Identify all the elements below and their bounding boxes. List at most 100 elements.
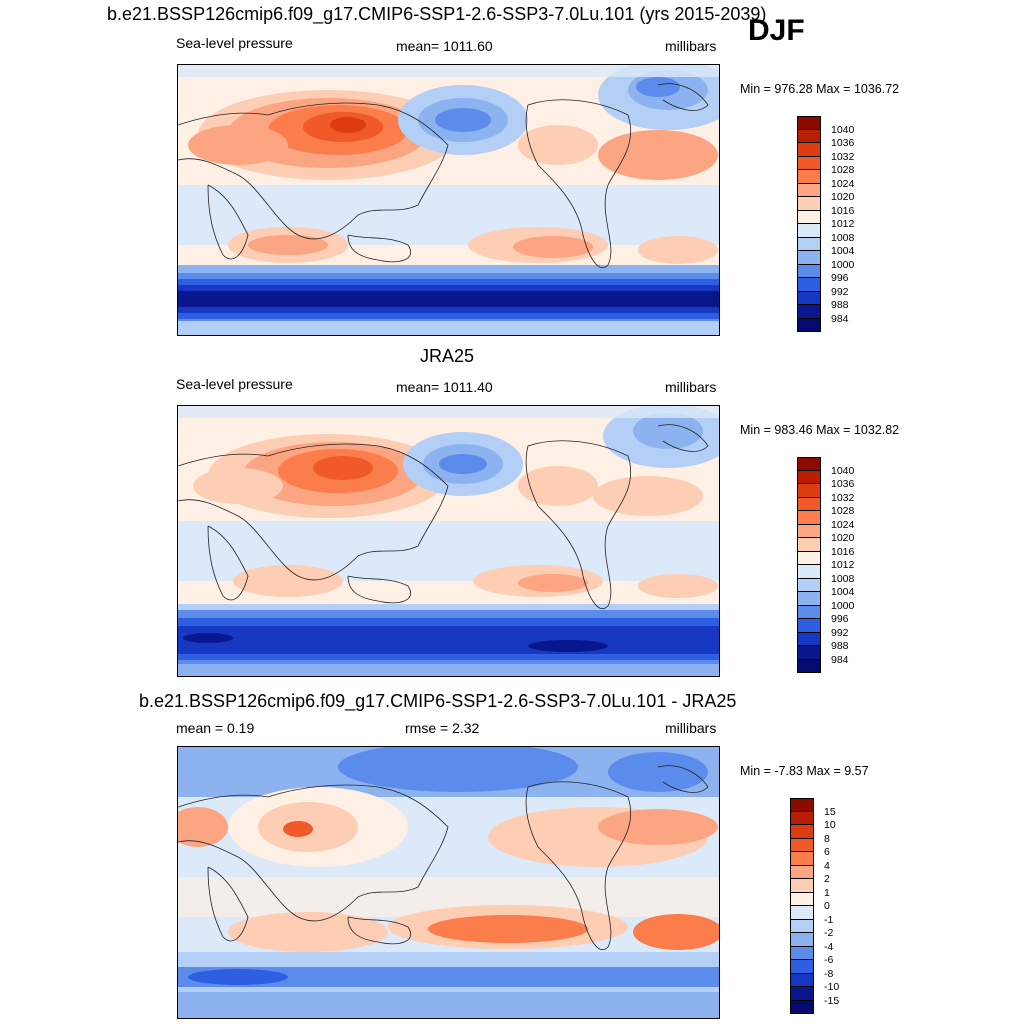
cb3-label: 1 bbox=[824, 886, 830, 899]
cb1-label: 1008 bbox=[831, 231, 855, 244]
cb1-label: 992 bbox=[831, 285, 849, 298]
cb3-label: -6 bbox=[824, 954, 834, 966]
cb1-swatch bbox=[797, 170, 821, 184]
cb1-label: 1028 bbox=[831, 164, 855, 176]
panel2-title: JRA25 bbox=[420, 346, 475, 366]
cb2-swatch bbox=[797, 592, 821, 606]
cb1-label: 1016 bbox=[831, 204, 855, 217]
cb2-swatch bbox=[797, 565, 821, 579]
cb2-swatch bbox=[797, 659, 821, 673]
panel1-minmax: Min = 976.28 Max = 1036.72 bbox=[740, 82, 900, 96]
cb3-swatch bbox=[790, 798, 814, 812]
cb1-swatch bbox=[797, 278, 821, 292]
cb3-label: 0 bbox=[824, 900, 830, 912]
cb2-label: 1040 bbox=[831, 464, 855, 477]
cb3-swatch bbox=[790, 865, 814, 879]
cb1-label: 1024 bbox=[831, 177, 855, 190]
panel3-title: b.e21.BSSP126cmip6.f09_g17.CMIP6-SSP1-2.… bbox=[139, 691, 737, 711]
panel2-units-label: millibars bbox=[665, 379, 717, 395]
cb2-swatch bbox=[797, 484, 821, 498]
cb1-label: 1040 bbox=[831, 123, 855, 136]
cb1-swatch bbox=[797, 197, 821, 211]
cb2-swatch bbox=[797, 646, 821, 660]
cb3-label: 4 bbox=[824, 859, 830, 872]
cb2-swatch bbox=[797, 524, 821, 538]
cb1-swatch bbox=[797, 318, 821, 332]
figure-title: b.e21.BSSP126cmip6.f09_g17.CMIP6-SSP1-2.… bbox=[107, 4, 767, 24]
panel1-map bbox=[177, 64, 720, 336]
panel2-minmax: Min = 983.46 Max = 1032.82 bbox=[740, 423, 900, 437]
cb3-label: -2 bbox=[824, 927, 834, 939]
cb2-swatch bbox=[797, 578, 821, 592]
cb3-swatch bbox=[790, 879, 814, 893]
panel2-variable-label: Sea-level pressure bbox=[176, 376, 293, 392]
cb2-swatch bbox=[797, 605, 821, 619]
cb2-label: 1028 bbox=[831, 505, 855, 517]
cb2-label: 992 bbox=[831, 626, 849, 639]
cb3-label: 15 bbox=[824, 805, 836, 818]
cb2-label: 996 bbox=[831, 613, 849, 625]
cb2-label: 1032 bbox=[831, 491, 855, 504]
cb2-swatch bbox=[797, 511, 821, 525]
cb3-swatch bbox=[790, 933, 814, 947]
cb1-label: 1036 bbox=[831, 137, 855, 149]
cb3-swatch bbox=[790, 838, 814, 852]
panel1-units-label: millibars bbox=[665, 38, 717, 54]
cb2-swatch bbox=[797, 470, 821, 484]
cb2-swatch bbox=[797, 551, 821, 565]
cb3-swatch bbox=[790, 852, 814, 866]
cb1-label: 1000 bbox=[831, 258, 855, 271]
cb1-swatch bbox=[797, 210, 821, 224]
panel2-map bbox=[177, 405, 720, 677]
cb3-swatch bbox=[790, 960, 814, 974]
panel3-map bbox=[177, 746, 720, 1019]
cb1-label: 984 bbox=[831, 312, 849, 325]
panel3-minmax: Min = -7.83 Max = 9.57 bbox=[740, 764, 869, 778]
cb1-swatch bbox=[797, 305, 821, 319]
panel3-rmse-label: rmse = 2.32 bbox=[405, 720, 480, 736]
cb3-label: -1 bbox=[824, 913, 834, 926]
cb1-label: 1004 bbox=[831, 245, 855, 257]
cb3-label: -8 bbox=[824, 967, 834, 980]
cb1-label: 1012 bbox=[831, 218, 855, 230]
cb2-label: 1008 bbox=[831, 572, 855, 585]
cb2-swatch bbox=[797, 632, 821, 646]
cb2-swatch bbox=[797, 619, 821, 633]
cb1-label: 988 bbox=[831, 299, 849, 311]
cb2-swatch bbox=[797, 497, 821, 511]
season-label: DJF bbox=[748, 14, 805, 47]
cb3-label: 8 bbox=[824, 832, 830, 845]
cb2-label: 1016 bbox=[831, 545, 855, 558]
panel3-mean-label: mean = 0.19 bbox=[176, 720, 255, 736]
cb1-label: 996 bbox=[831, 272, 849, 284]
cb2-label: 1020 bbox=[831, 532, 855, 544]
cb3-swatch bbox=[790, 906, 814, 920]
cb2-label: 1036 bbox=[831, 478, 855, 490]
cb1-swatch bbox=[797, 224, 821, 238]
cb3-label: 10 bbox=[824, 819, 836, 831]
cb1-swatch bbox=[797, 291, 821, 305]
cb2-label: 1000 bbox=[831, 599, 855, 612]
cb1-swatch bbox=[797, 251, 821, 265]
cb1-label: 1020 bbox=[831, 191, 855, 203]
cb1-swatch bbox=[797, 116, 821, 130]
cb3-swatch bbox=[790, 919, 814, 933]
cb1-swatch bbox=[797, 264, 821, 278]
panel2-mean-label: mean= 1011.40 bbox=[396, 379, 493, 395]
cb3-label: -15 bbox=[824, 994, 840, 1007]
panel1-mean-label: mean= 1011.60 bbox=[396, 38, 493, 54]
cb3-swatch bbox=[790, 825, 814, 839]
cb1-swatch bbox=[797, 143, 821, 157]
cb3-swatch bbox=[790, 811, 814, 825]
cb2-label: 1024 bbox=[831, 518, 855, 531]
cb3-swatch bbox=[790, 987, 814, 1001]
cb3-swatch bbox=[790, 946, 814, 960]
cb1-swatch bbox=[797, 237, 821, 251]
cb3-swatch bbox=[790, 892, 814, 906]
panel3-units-label: millibars bbox=[665, 720, 717, 736]
cb3-label: 6 bbox=[824, 846, 830, 858]
cb1-swatch bbox=[797, 129, 821, 143]
cb3-label: 2 bbox=[824, 873, 830, 885]
cb3-swatch bbox=[790, 973, 814, 987]
cb3-label: -4 bbox=[824, 940, 834, 953]
